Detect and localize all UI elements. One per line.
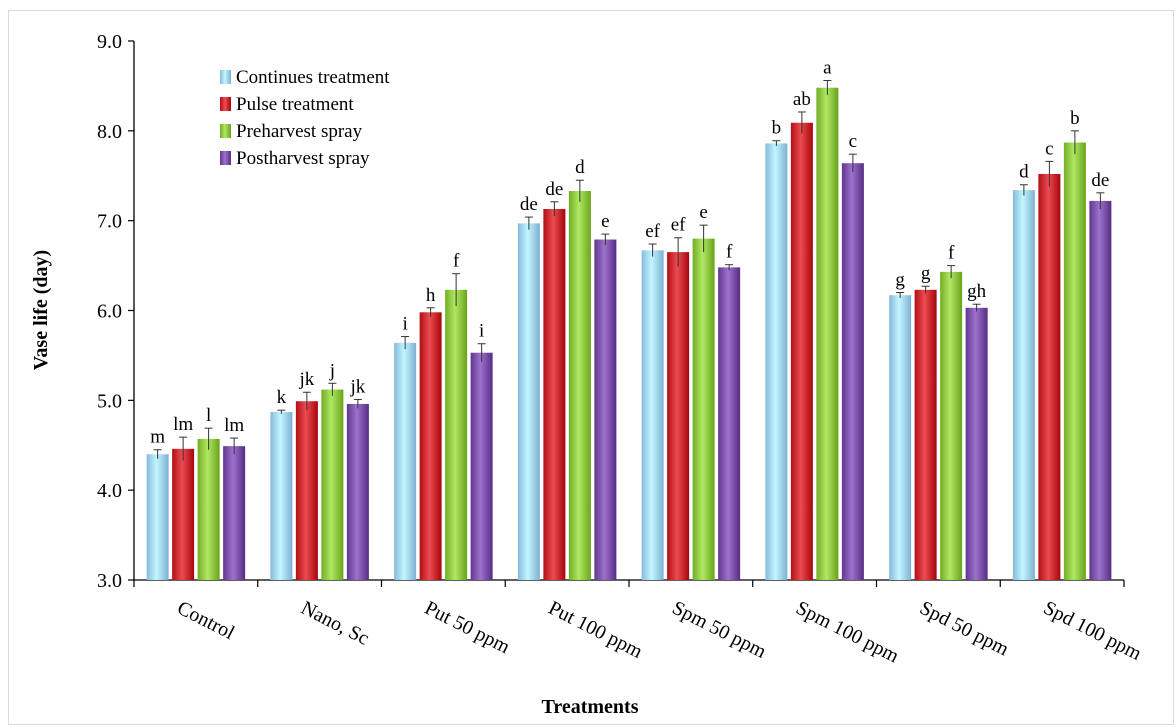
bar xyxy=(1089,200,1112,581)
y-axis: 3.0 4.0 5.0 6.0 7.0 8.0 9.0 xyxy=(97,31,135,592)
legend-swatch xyxy=(220,124,231,138)
data-label: l xyxy=(206,405,211,426)
data-label: b xyxy=(772,118,782,139)
bar xyxy=(172,448,195,580)
bar xyxy=(517,223,540,580)
bar xyxy=(1063,142,1086,581)
bar xyxy=(419,312,442,580)
bar xyxy=(667,252,690,580)
data-label: de xyxy=(1091,170,1109,191)
data-label: d xyxy=(1019,162,1029,183)
data-label: e xyxy=(699,202,707,223)
data-label: h xyxy=(426,285,436,306)
data-label: ef xyxy=(671,215,686,236)
x-axis: Control Nano, Sc Put 50 ppm Put 100 ppm Spm … xyxy=(133,579,1145,668)
data-label: i xyxy=(479,321,484,342)
x-tick-label: Spm 100 ppm xyxy=(792,597,902,668)
x-tick-label: Put 50 ppm xyxy=(421,597,514,659)
data-label: ef xyxy=(645,221,660,242)
x-tick-label: Control xyxy=(174,597,239,645)
bar xyxy=(445,289,468,580)
data-label: i xyxy=(402,314,407,335)
legend-label: Preharvest spray xyxy=(236,121,363,142)
bar xyxy=(270,412,293,580)
data-label: e xyxy=(601,211,609,232)
x-tick-label: Spd 100 ppm xyxy=(1040,597,1145,665)
x-tick-label: Nano, Sc xyxy=(297,597,372,650)
data-label: j xyxy=(329,360,335,381)
bar xyxy=(692,238,715,580)
x-axis-title: Treatments xyxy=(541,696,638,718)
data-label: lm xyxy=(173,414,193,435)
data-label: f xyxy=(726,242,733,263)
bar xyxy=(765,143,788,580)
bar xyxy=(816,87,839,581)
data-label: c xyxy=(849,131,857,152)
y-tick-label: 8.0 xyxy=(97,121,122,143)
bar xyxy=(146,454,169,580)
bar xyxy=(914,289,937,580)
bar xyxy=(470,352,493,580)
data-label: b xyxy=(1070,108,1080,129)
bar xyxy=(346,403,369,580)
legend: Continues treatment Pulse treatment Prehar… xyxy=(220,67,390,169)
y-tick-label: 4.0 xyxy=(97,480,122,502)
data-label: m xyxy=(150,427,165,448)
data-label: jk xyxy=(349,376,365,397)
bar xyxy=(1038,173,1061,580)
bar xyxy=(394,342,417,580)
data-label: g xyxy=(921,263,931,284)
bar xyxy=(718,267,741,580)
bar xyxy=(940,271,963,580)
data-label: ab xyxy=(793,89,811,110)
data-label: d xyxy=(575,157,585,178)
data-label: de xyxy=(520,194,538,215)
data-label: de xyxy=(545,179,563,200)
data-label: f xyxy=(453,251,460,272)
data-label: a xyxy=(823,58,832,79)
data-label: k xyxy=(277,387,287,408)
y-tick-label: 5.0 xyxy=(97,390,122,412)
bar xyxy=(223,446,246,580)
data-label: f xyxy=(948,243,955,264)
y-axis-title: Vase life (day) xyxy=(30,250,52,370)
bar xyxy=(295,401,318,580)
y-tick-label: 7.0 xyxy=(97,211,122,233)
bar xyxy=(641,250,664,581)
bar xyxy=(594,239,617,580)
bar xyxy=(197,438,220,580)
bar xyxy=(321,389,344,580)
bar xyxy=(841,163,864,580)
y-tick-label: 9.0 xyxy=(97,31,122,53)
bar xyxy=(965,307,988,580)
x-tick-label: Put 100 ppm xyxy=(545,597,646,663)
data-label: lm xyxy=(224,415,244,436)
legend-swatch xyxy=(220,151,231,165)
legend-label: Postharvest spray xyxy=(236,148,370,169)
legend-swatch xyxy=(220,70,231,84)
bar xyxy=(543,208,566,580)
data-label: c xyxy=(1045,138,1053,159)
bar xyxy=(568,191,591,580)
data-label: jk xyxy=(298,369,314,390)
x-tick-label: Spd 50 ppm xyxy=(916,597,1013,661)
y-tick-label: 6.0 xyxy=(97,301,122,323)
data-label: gh xyxy=(967,281,987,302)
legend-label: Pulse treatment xyxy=(236,94,354,115)
legend-swatch xyxy=(220,97,231,111)
bar xyxy=(790,122,813,580)
x-tick-label: Spm 50 ppm xyxy=(669,597,770,663)
legend-label: Continues treatment xyxy=(236,67,390,88)
bar xyxy=(889,295,912,580)
y-tick-label: 3.0 xyxy=(97,570,122,592)
bar xyxy=(1012,190,1035,580)
data-label: g xyxy=(895,270,905,291)
